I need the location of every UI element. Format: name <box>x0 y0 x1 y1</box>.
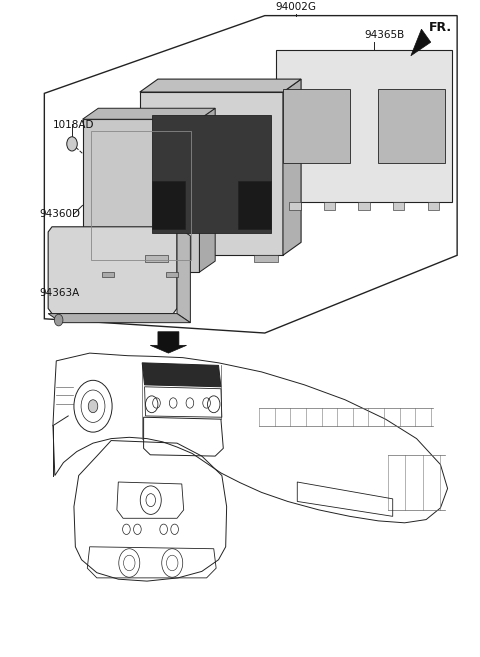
Polygon shape <box>238 181 271 229</box>
Polygon shape <box>166 272 178 277</box>
Text: 94360D: 94360D <box>39 209 81 219</box>
Polygon shape <box>83 120 199 272</box>
Polygon shape <box>378 89 445 164</box>
Polygon shape <box>140 79 301 92</box>
Polygon shape <box>83 108 215 120</box>
Circle shape <box>88 399 98 413</box>
Polygon shape <box>276 50 452 202</box>
Polygon shape <box>102 272 114 277</box>
Polygon shape <box>411 29 431 56</box>
Polygon shape <box>144 256 168 261</box>
Text: 1018AD: 1018AD <box>53 120 95 129</box>
Text: 94120A: 94120A <box>164 163 204 173</box>
Polygon shape <box>393 202 405 210</box>
Polygon shape <box>152 181 185 229</box>
Text: 94363A: 94363A <box>39 288 80 298</box>
Polygon shape <box>142 363 221 387</box>
Circle shape <box>67 137 77 151</box>
Text: FR.: FR. <box>429 21 452 34</box>
Polygon shape <box>48 227 177 313</box>
Text: 94002G: 94002G <box>276 3 317 12</box>
Polygon shape <box>177 227 191 323</box>
Polygon shape <box>150 332 187 353</box>
Polygon shape <box>199 108 215 272</box>
Polygon shape <box>359 202 370 210</box>
Polygon shape <box>140 92 283 256</box>
Polygon shape <box>283 89 350 164</box>
Polygon shape <box>324 202 335 210</box>
Polygon shape <box>152 115 271 233</box>
Polygon shape <box>48 313 191 323</box>
Polygon shape <box>254 256 278 261</box>
Polygon shape <box>428 202 439 210</box>
Text: 94365B: 94365B <box>364 30 404 40</box>
Circle shape <box>54 314 63 326</box>
Polygon shape <box>283 79 301 256</box>
Polygon shape <box>289 202 300 210</box>
